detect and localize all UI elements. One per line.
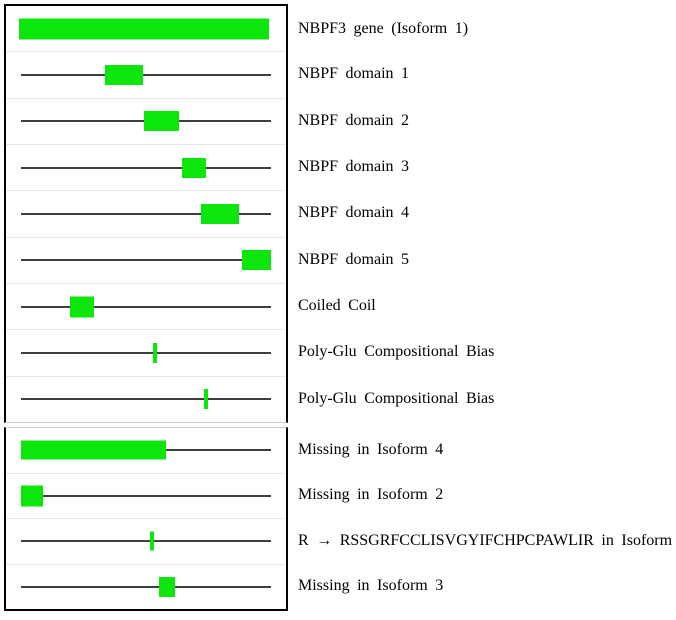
feature-box xyxy=(242,250,271,271)
protein-backbone-line xyxy=(21,212,271,215)
feature-label: Missing in Isoform 4 xyxy=(298,441,444,459)
feature-label: Coiled Coil xyxy=(298,297,376,315)
feature-box xyxy=(159,576,175,597)
feature-row xyxy=(6,428,286,473)
feature-row xyxy=(6,329,286,376)
protein-backbone-line xyxy=(21,166,271,169)
feature-box xyxy=(201,203,239,224)
feature-label: Missing in Isoform 3 xyxy=(298,577,444,595)
feature-box xyxy=(21,440,166,460)
feature-label: R → RSSGRFCCLISVGYIFCHPCPAWLIR in Isofor… xyxy=(298,531,676,549)
feature-label: Poly-Glu Compositional Bias xyxy=(298,343,495,361)
feature-box xyxy=(21,485,43,507)
feature-label: Missing in Isoform 2 xyxy=(298,486,444,504)
protein-backbone-line xyxy=(21,585,271,588)
protein-backbone-line xyxy=(21,540,271,543)
feature-label: NBPF3 gene (Isoform 1) xyxy=(298,19,469,37)
feature-box xyxy=(182,157,206,178)
feature-row xyxy=(6,97,286,144)
feature-row xyxy=(6,6,286,52)
feature-row xyxy=(6,472,286,518)
feature-row xyxy=(6,236,286,283)
feature-box xyxy=(105,64,143,85)
feature-panel-top xyxy=(4,4,288,423)
feature-label: NBPF domain 3 xyxy=(298,158,410,176)
feature-row xyxy=(6,563,286,609)
feature-row xyxy=(6,190,286,237)
protein-backbone-line xyxy=(21,305,271,308)
feature-label: NBPF domain 2 xyxy=(298,112,410,130)
feature-label: NBPF domain 1 xyxy=(298,65,410,83)
protein-backbone-line xyxy=(21,398,271,401)
feature-box xyxy=(70,296,94,318)
feature-box xyxy=(204,389,208,410)
feature-box xyxy=(144,111,179,132)
protein-backbone-line xyxy=(21,494,271,497)
protein-backbone-line xyxy=(21,73,271,76)
feature-label: NBPF domain 5 xyxy=(298,251,410,268)
feature-row xyxy=(6,51,286,98)
feature-row xyxy=(6,282,286,330)
protein-backbone-line xyxy=(21,259,271,262)
feature-label: NBPF domain 4 xyxy=(298,204,410,222)
feature-row xyxy=(6,143,286,191)
protein-backbone-line xyxy=(21,351,271,354)
feature-panel-bottom xyxy=(4,427,288,611)
feature-row xyxy=(6,518,286,564)
feature-box xyxy=(153,342,157,363)
feature-box xyxy=(150,531,154,551)
feature-box xyxy=(19,18,269,40)
feature-row xyxy=(6,375,286,422)
feature-label: Poly-Glu Compositional Bias xyxy=(298,389,495,407)
